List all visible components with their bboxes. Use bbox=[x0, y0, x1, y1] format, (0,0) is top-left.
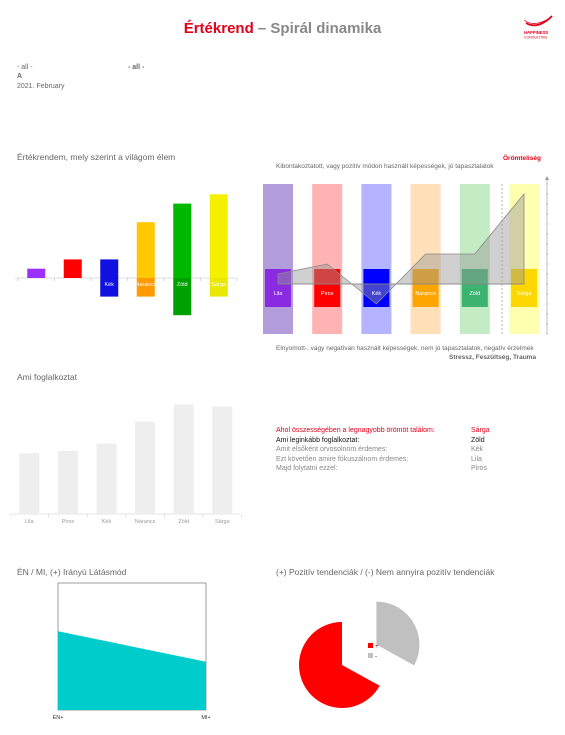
spiral-label-kék: Kék bbox=[372, 291, 382, 297]
bar-positive-zöld bbox=[173, 203, 192, 278]
spiral-top-label: Örömteliség bbox=[503, 155, 541, 162]
info-row: Ami leginkább foglalkoztat: Zöld bbox=[276, 436, 526, 446]
tendencies-pie-chart: + - bbox=[299, 601, 420, 708]
bar-negative-zöld bbox=[173, 278, 192, 316]
bar-positive-narancs bbox=[136, 222, 155, 278]
pie-slice-plus bbox=[299, 622, 380, 708]
direction-label-en: ÉN+ bbox=[53, 714, 64, 721]
direction-area-chart: ÉN+ MI+ bbox=[53, 582, 211, 721]
occupation-bar-zöld bbox=[173, 404, 194, 514]
bar-negative-narancs bbox=[136, 278, 155, 297]
filter-b[interactable]: - all - bbox=[128, 64, 145, 71]
legend-label-plus: + bbox=[375, 643, 379, 650]
occupation-label-piros: Piros bbox=[62, 519, 75, 525]
spiral-box-kék bbox=[363, 269, 390, 307]
info-label-2: Amit elsőként orvosolnom érdemes: bbox=[276, 446, 388, 454]
pie-slice-minus bbox=[376, 601, 420, 666]
legend-swatch-plus bbox=[368, 643, 373, 648]
meta-letter: A bbox=[17, 73, 23, 80]
title-accent: Értékrend bbox=[183, 20, 254, 37]
bar-label: Narancs bbox=[136, 282, 157, 288]
bar-positive-piros bbox=[63, 259, 82, 278]
bar-label: Zöld bbox=[177, 282, 188, 288]
spiral-label-narancs: Narancs bbox=[415, 291, 436, 297]
section-title-occupation: Ami foglalkoztat bbox=[17, 372, 77, 382]
spiral-label-piros: Piros bbox=[321, 291, 334, 297]
bar-label: Kék bbox=[105, 282, 115, 288]
occupation-bar-kék bbox=[96, 443, 117, 514]
filter-a[interactable]: - all - bbox=[17, 64, 33, 71]
legend-label-minus: - bbox=[375, 653, 377, 660]
values-bar-chart: Kék Narancs Zöld Sárga bbox=[15, 194, 238, 316]
title-rest: – Spirál dinamika bbox=[253, 20, 382, 37]
spiral-column-narancs bbox=[410, 184, 441, 334]
info-list: Ahol összességében a legnagyobb örömöt t… bbox=[276, 426, 526, 474]
info-label-3: Ezt követően amire fókuszálnom érdemes: bbox=[276, 455, 409, 463]
spiral-column-zöld bbox=[459, 184, 490, 334]
direction-label-mi: MI+ bbox=[201, 715, 210, 721]
spiral-box-piros bbox=[314, 269, 341, 307]
pie-legend: + - bbox=[368, 643, 379, 660]
bar-label: Sárga bbox=[211, 282, 227, 288]
occupation-bar-narancs bbox=[135, 421, 156, 514]
bar-positive-kék bbox=[100, 259, 119, 278]
spiral-column-kék bbox=[361, 184, 392, 334]
occupation-label-sárga: Sárga bbox=[215, 519, 231, 525]
direction-area bbox=[58, 631, 206, 710]
spiral-label-lila: Lila bbox=[274, 291, 284, 297]
spiral-label-zöld: Zöld bbox=[469, 291, 480, 297]
spiral-box-narancs bbox=[412, 269, 439, 307]
info-row: Ezt követően amire fókuszálnom érdemes: … bbox=[276, 455, 526, 465]
spiral-area bbox=[277, 192, 525, 305]
legend-swatch-minus bbox=[368, 653, 373, 658]
info-row: Amit elsőként orvosolnom érdemes: Kék bbox=[276, 445, 526, 455]
section-title-values: Értékrendem, mely szerint a világom élem bbox=[17, 152, 176, 162]
section-title-direction: ÉN / MI, (+) Irányú Látásmód bbox=[17, 567, 127, 577]
info-value-0: Sárga bbox=[471, 427, 490, 434]
occupation-label-zöld: Zöld bbox=[178, 519, 189, 525]
section-title-tendencies: (+) Pozitív tendenciák / (-) Nem annyira… bbox=[276, 567, 495, 577]
spiral-column-piros bbox=[312, 184, 343, 334]
occupation-bar-piros bbox=[57, 451, 78, 514]
spiral-column-lila bbox=[263, 184, 293, 334]
occupation-label-narancs: Narancs bbox=[135, 519, 156, 525]
bar-negative-kék bbox=[100, 278, 119, 297]
info-label-1: Ami leginkább foglalkoztat: bbox=[276, 436, 360, 444]
occupation-bar-lila bbox=[19, 453, 40, 514]
spiral-label-sárga: Sárga bbox=[517, 291, 533, 297]
logo: HAPPINESS CONSULTING bbox=[523, 15, 553, 40]
occupation-label-lila: Lila bbox=[25, 519, 35, 525]
meta-date: 2021. February bbox=[17, 83, 65, 90]
logo-text-2: CONSULTING bbox=[524, 36, 547, 40]
occupation-bar-chart: Lila Piros Kék Narancs Zöld Sárga bbox=[10, 404, 242, 525]
bar-negative-sárga bbox=[209, 278, 228, 297]
info-value-1: Zöld bbox=[471, 436, 485, 444]
spiral-bottom-label: Stressz, Feszültség, Trauma bbox=[449, 354, 537, 361]
info-row: Majd folytatni ezzel: Piros bbox=[276, 464, 526, 474]
occupation-bar-sárga bbox=[212, 406, 233, 514]
spiral-box-zöld bbox=[461, 269, 488, 307]
logo-text-1: HAPPINESS bbox=[524, 30, 548, 35]
occupation-label-kék: Kék bbox=[102, 519, 112, 525]
spiral-bottom-note: Elnyomott-, vagy negatívan használt képe… bbox=[276, 345, 534, 352]
info-row: Ahol összességében a legnagyobb örömöt t… bbox=[276, 426, 526, 436]
info-label-4: Majd folytatni ezzel: bbox=[276, 465, 338, 473]
bar-positive-sárga bbox=[209, 194, 228, 278]
spiral-chart: Lila Piros Kék Narancs Zöld Sárga bbox=[263, 176, 549, 335]
info-value-3: Lila bbox=[471, 455, 482, 463]
info-label-0: Ahol összességében a legnagyobb örömöt t… bbox=[276, 427, 435, 434]
info-value-2: Kék bbox=[471, 446, 484, 454]
bar-positive-lila bbox=[27, 268, 46, 278]
spiral-axis-arrow bbox=[545, 176, 549, 180]
info-value-4: Piros bbox=[471, 465, 487, 473]
page-title: Értékrend – Spirál dinamika bbox=[0, 20, 565, 37]
spiral-top-note: Kibontakoztatott, vagy pozitív módon has… bbox=[276, 163, 494, 170]
